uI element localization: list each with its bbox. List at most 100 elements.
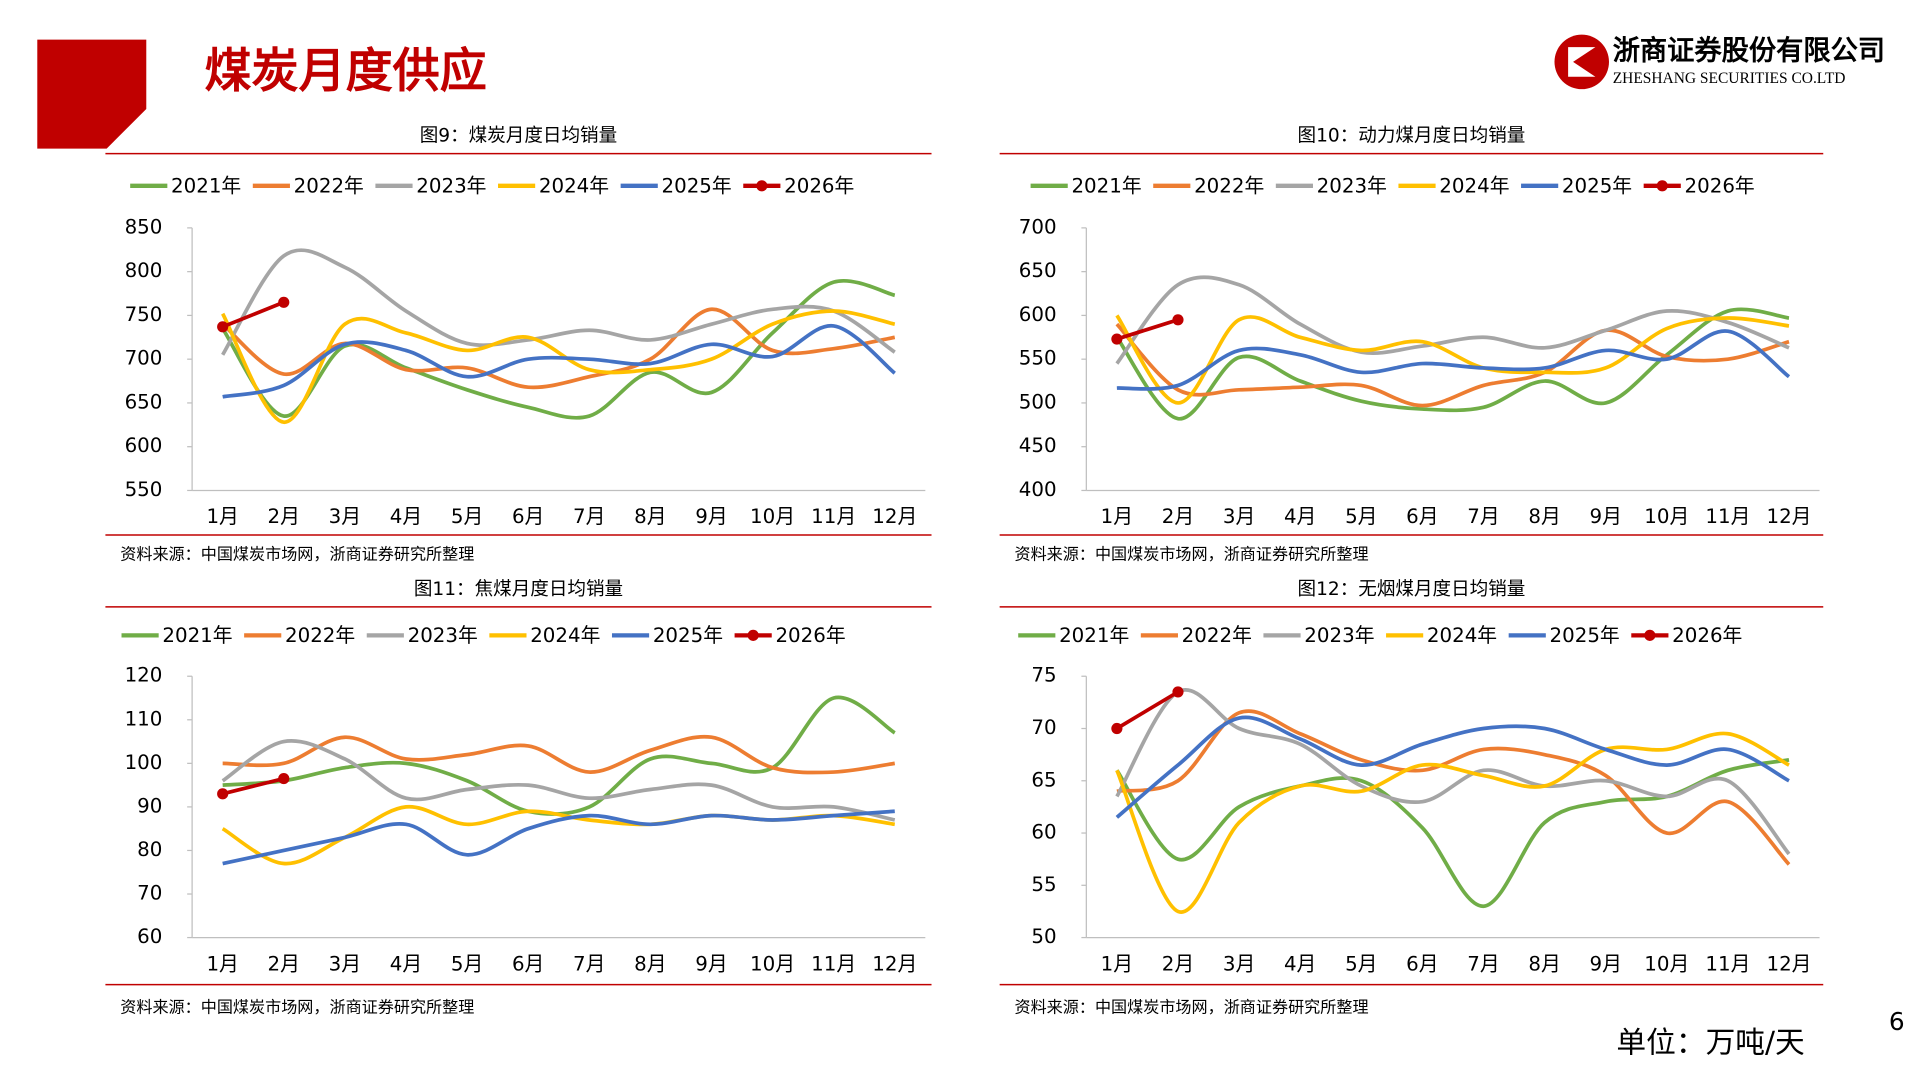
- y-tick-label: 70: [137, 882, 162, 905]
- series-line: [1115, 731, 1790, 914]
- legend-label: 2026年: [784, 175, 854, 198]
- x-tick-label: 1月: [1101, 952, 1133, 975]
- x-tick-label: 3月: [329, 952, 361, 975]
- legend-marker: [756, 180, 768, 192]
- x-tick-label: 1月: [206, 952, 238, 975]
- y-tick-label: 55: [1031, 873, 1056, 896]
- series-line: [1115, 307, 1790, 421]
- y-tick-label: 70: [1031, 716, 1056, 739]
- series-line: [221, 307, 896, 390]
- y-tick-label: 800: [125, 259, 163, 282]
- series-line: [221, 309, 896, 425]
- legend-marker: [747, 629, 759, 641]
- legend-label: 2022年: [285, 624, 355, 647]
- logo-name: 浙商证券股份有限公司: [1613, 35, 1885, 67]
- legend-label: 2021年: [1059, 624, 1129, 647]
- x-tick-label: 6月: [512, 505, 544, 528]
- page-title: 煤炭月度供应: [204, 44, 486, 99]
- legend-label: 2026年: [1685, 175, 1755, 198]
- x-tick-label: 12月: [872, 952, 917, 975]
- series-line: [221, 805, 896, 866]
- logo: 浙商证券股份有限公司 ZHESHANG SECURITIES CO.LTD: [1554, 35, 1885, 90]
- x-tick-label: 9月: [1589, 505, 1621, 528]
- x-tick-label: 12月: [1766, 952, 1811, 975]
- y-tick-label: 80: [137, 838, 162, 861]
- x-tick-label: 8月: [1528, 505, 1560, 528]
- x-tick-label: 10月: [1644, 952, 1689, 975]
- x-tick-label: 7月: [573, 505, 605, 528]
- chart-source: 资料来源：中国煤炭市场网，浙商证券研究所整理: [1014, 998, 1368, 1017]
- y-tick-label: 450: [1019, 434, 1057, 457]
- series-line: [1115, 715, 1790, 819]
- legend-label: 2023年: [416, 175, 486, 198]
- chart-caption: 图9：煤炭月度日均销量: [420, 126, 617, 147]
- x-tick-label: 11月: [1705, 505, 1750, 528]
- series-marker: [278, 773, 290, 785]
- chart-caption: 图10：动力煤月度日均销量: [1298, 126, 1526, 147]
- x-tick-label: 1月: [1101, 505, 1133, 528]
- legend-label: 2023年: [1304, 624, 1374, 647]
- x-tick-label: 4月: [1284, 952, 1316, 975]
- series-line: [1115, 275, 1790, 365]
- y-tick-label: 60: [1031, 821, 1056, 844]
- legend-label: 2025年: [662, 175, 732, 198]
- y-tick-label: 50: [1031, 925, 1056, 948]
- x-tick-label: 11月: [1705, 952, 1750, 975]
- chart-source: 资料来源：中国煤炭市场网，浙商证券研究所整理: [120, 544, 474, 563]
- unit-label: 单位：万吨/天: [1616, 1026, 1804, 1061]
- x-tick-label: 9月: [695, 952, 727, 975]
- x-tick-label: 5月: [1345, 952, 1377, 975]
- series-line: [222, 324, 896, 399]
- legend-marker: [1644, 629, 1656, 641]
- logo-glyph: [1568, 47, 1596, 77]
- series-line: [222, 695, 896, 816]
- y-tick-label: 600: [125, 434, 163, 457]
- x-tick-label: 2月: [268, 952, 300, 975]
- series-line: [1116, 329, 1791, 391]
- logo-name-en: ZHESHANG SECURITIES CO.LTD: [1613, 70, 1846, 87]
- x-tick-label: 12月: [872, 505, 917, 528]
- x-tick-label: 3月: [1223, 505, 1255, 528]
- x-tick-label: 4月: [390, 952, 422, 975]
- chart-source: 资料来源：中国煤炭市场网，浙商证券研究所整理: [1014, 544, 1368, 563]
- legend-label: 2022年: [1194, 175, 1264, 198]
- legend-label: 2025年: [1550, 624, 1620, 647]
- y-tick-label: 700: [125, 347, 163, 370]
- x-tick-label: 1月: [206, 505, 238, 528]
- x-tick-label: 9月: [695, 505, 727, 528]
- logo-mark: [1554, 34, 1609, 90]
- x-tick-label: 12月: [1766, 505, 1811, 528]
- legend-label: 2021年: [171, 175, 241, 198]
- x-tick-label: 7月: [1467, 952, 1499, 975]
- y-tick-label: 75: [1031, 664, 1056, 687]
- x-tick-label: 4月: [390, 505, 422, 528]
- legend-label: 2024年: [1427, 624, 1497, 647]
- x-tick-label: 11月: [811, 952, 856, 975]
- y-tick-label: 600: [1019, 303, 1057, 326]
- x-tick-label: 8月: [634, 505, 666, 528]
- series-line: [1115, 758, 1790, 909]
- x-tick-label: 8月: [634, 952, 666, 975]
- x-tick-label: 10月: [750, 952, 795, 975]
- chart-panel: 图12：无烟煤月度日均销量 50 55 60 65 70 75 1月 2月 3月 4月 5月 6月 7月 8…: [999, 579, 1824, 1017]
- legend-label: 2024年: [530, 624, 600, 647]
- y-tick-label: 650: [125, 390, 163, 413]
- y-tick-label: 700: [1019, 215, 1057, 238]
- legend-label: 2025年: [653, 624, 723, 647]
- series-marker: [217, 321, 229, 333]
- x-tick-label: 10月: [1644, 505, 1689, 528]
- x-tick-label: 5月: [451, 952, 483, 975]
- x-tick-label: 6月: [1406, 952, 1438, 975]
- x-tick-label: 2月: [1162, 505, 1194, 528]
- series-line: [1115, 688, 1791, 856]
- y-tick-label: 500: [1019, 390, 1057, 413]
- series-line: [1115, 690, 1179, 731]
- legend-label: 2026年: [775, 624, 845, 647]
- x-tick-label: 4月: [1284, 505, 1316, 528]
- series-line: [221, 279, 896, 420]
- legend-label: 2024年: [1439, 175, 1509, 198]
- series-marker: [1172, 314, 1184, 326]
- series-line: [1115, 314, 1790, 405]
- chart-panel: 图10：动力煤月度日均销量 400 450 500 550 600 650 700 1月 2月 3月…: [999, 126, 1824, 563]
